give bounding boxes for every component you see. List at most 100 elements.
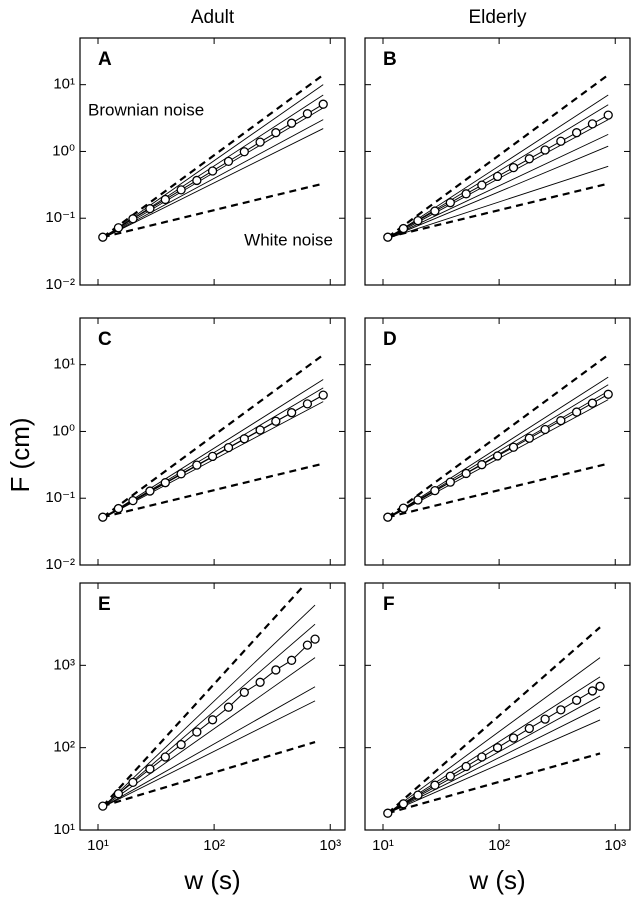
data-point (271, 416, 281, 426)
data-point (524, 433, 534, 443)
x-tick-label: 10³ (604, 837, 626, 854)
data-point (113, 223, 124, 233)
plot-area (383, 354, 613, 522)
data-point (477, 180, 487, 190)
plot-frame (79, 317, 346, 566)
y-tick-label: 10² (53, 739, 75, 756)
data-point (445, 771, 455, 781)
y-tick-label: 10⁰ (52, 422, 75, 439)
reference-line (102, 74, 324, 239)
data-point (255, 425, 265, 435)
data-point (571, 695, 582, 705)
data-point (398, 799, 409, 809)
data-point (176, 469, 186, 479)
subject-line (102, 700, 316, 808)
y-tick-label: 10¹ (53, 76, 75, 93)
subject-line (102, 604, 316, 808)
data-point (477, 460, 487, 470)
panel-letter: B (383, 49, 397, 70)
data-point (556, 416, 566, 426)
data-point (461, 761, 471, 772)
reference-line (387, 626, 601, 815)
y-tick-label: 10⁻¹ (45, 489, 75, 506)
panel-letter: A (98, 49, 112, 70)
plot-area (383, 626, 605, 818)
reference-line (102, 462, 324, 519)
data-point (302, 109, 313, 119)
reference-line (387, 182, 609, 239)
plot-frame (79, 582, 346, 831)
data-point (302, 399, 313, 409)
data-point (207, 166, 218, 176)
reference-line (102, 182, 324, 239)
data-point (128, 495, 138, 506)
reference-line (101, 584, 306, 807)
data-point (192, 460, 202, 470)
data-point (430, 206, 440, 216)
subject-line (102, 119, 324, 239)
data-point (192, 175, 202, 186)
data-point (160, 194, 170, 205)
data-point (461, 468, 471, 479)
data-point (524, 723, 534, 734)
subject-line (387, 145, 609, 239)
x-tick-label: 10² (203, 837, 225, 854)
subject-line (102, 686, 316, 808)
data-point (413, 215, 423, 226)
data-point (223, 156, 234, 167)
panel-letter: E (98, 594, 111, 615)
subject-line (387, 165, 609, 239)
data-point (176, 739, 186, 750)
data-point (587, 398, 598, 408)
data-point (302, 640, 313, 650)
subject-line (387, 376, 609, 519)
plot-frame (364, 37, 631, 286)
y-axis-label: F (cm) (5, 417, 35, 492)
panel-letter: D (383, 329, 397, 350)
data-point (556, 136, 566, 146)
y-tick-label: 10⁻¹ (45, 209, 75, 226)
data-point (587, 119, 598, 129)
data-point (603, 110, 613, 120)
reference-line (387, 74, 609, 239)
data-point (145, 486, 155, 496)
plot-area (383, 74, 613, 242)
plot-frame (364, 582, 631, 831)
data-point (286, 118, 297, 128)
plot-area (98, 74, 328, 242)
subject-line (387, 94, 609, 239)
data-point (318, 390, 328, 400)
data-point (176, 185, 186, 195)
y-tick-label: 10⁻² (45, 276, 75, 293)
data-point (145, 204, 155, 214)
data-point (98, 232, 108, 242)
subject-line (387, 104, 609, 239)
data-point (383, 808, 393, 818)
data-point (556, 705, 566, 715)
x-axis-label: w (s) (468, 865, 525, 895)
y-tick-label: 10¹ (53, 356, 75, 373)
data-point (128, 777, 138, 788)
subject-line (387, 706, 601, 814)
data-point (98, 801, 108, 811)
x-axis-label: w (s) (183, 865, 240, 895)
data-point (492, 171, 503, 182)
data-point (113, 503, 124, 514)
data-point (571, 407, 582, 417)
y-tick-label: 10¹ (53, 821, 75, 838)
data-point (192, 727, 202, 737)
panel-letter: C (98, 329, 112, 350)
plot-area (98, 584, 320, 811)
reference-line (387, 462, 609, 519)
x-tick-label: 10² (488, 837, 510, 854)
subject-line (102, 623, 316, 808)
plot-area (98, 354, 328, 522)
data-point (540, 145, 550, 155)
data-point (492, 743, 503, 753)
data-point (477, 752, 487, 762)
data-point (540, 424, 550, 435)
subject-line (387, 133, 609, 239)
annotation: White noise (244, 230, 333, 249)
data-point (271, 128, 281, 138)
data-point (207, 715, 218, 725)
